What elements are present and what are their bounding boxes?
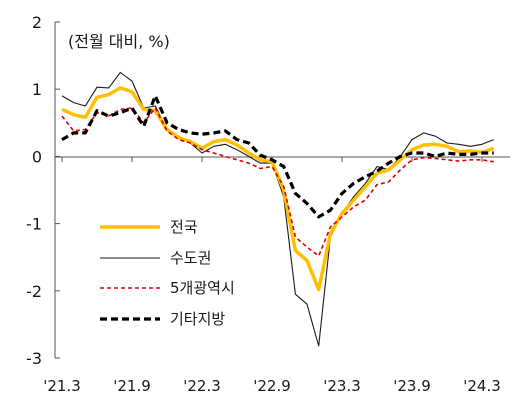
y-tick-label: 1 — [32, 80, 42, 99]
legend-label-five-metro-cities: 5개광역시 — [170, 279, 235, 297]
legend-item-capital-area: 수도권 — [100, 249, 211, 267]
y-tick-label: -3 — [26, 349, 42, 368]
x-axis-ticks: '21.3 '21.9 '22.3 '22.9 '23.3 '23.9 '24.3 — [43, 157, 501, 395]
legend-item-five-metro-cities: 5개광역시 — [100, 279, 235, 297]
x-tick-label: '22.3 — [183, 377, 221, 395]
legend-item-other-provinces: 기타지방 — [100, 310, 225, 328]
x-tick-label: '21.3 — [43, 377, 81, 395]
unit-label: (전월 대비, %) — [68, 32, 170, 51]
x-tick-label: '22.9 — [253, 377, 291, 395]
legend-label-capital-area: 수도권 — [170, 249, 211, 267]
series-lines — [61, 71, 495, 347]
legend-item-national: 전국 — [100, 218, 198, 236]
x-tick-label: '21.9 — [113, 377, 151, 395]
series-line-capital-area — [61, 71, 494, 347]
x-tick-label: '23.9 — [393, 377, 431, 395]
x-tick-label: '23.3 — [323, 377, 361, 395]
legend-label-other-provinces: 기타지방 — [170, 310, 225, 328]
series-line-national — [61, 86, 495, 292]
series-line-five-metro-cities — [61, 107, 494, 257]
y-tick-label: -1 — [26, 215, 42, 234]
x-tick-label: '24.3 — [463, 377, 501, 395]
y-tick-label: 2 — [32, 13, 42, 32]
legend: 전국 수도권 5개광역시 기타지방 — [100, 218, 235, 328]
y-tick-label: 0 — [32, 147, 42, 166]
y-axis-ticks: 2 1 0 -1 -2 -3 — [26, 13, 60, 368]
y-tick-label: -2 — [26, 282, 42, 301]
series-line-other-provinces — [61, 94, 494, 219]
legend-label-national: 전국 — [170, 218, 198, 236]
